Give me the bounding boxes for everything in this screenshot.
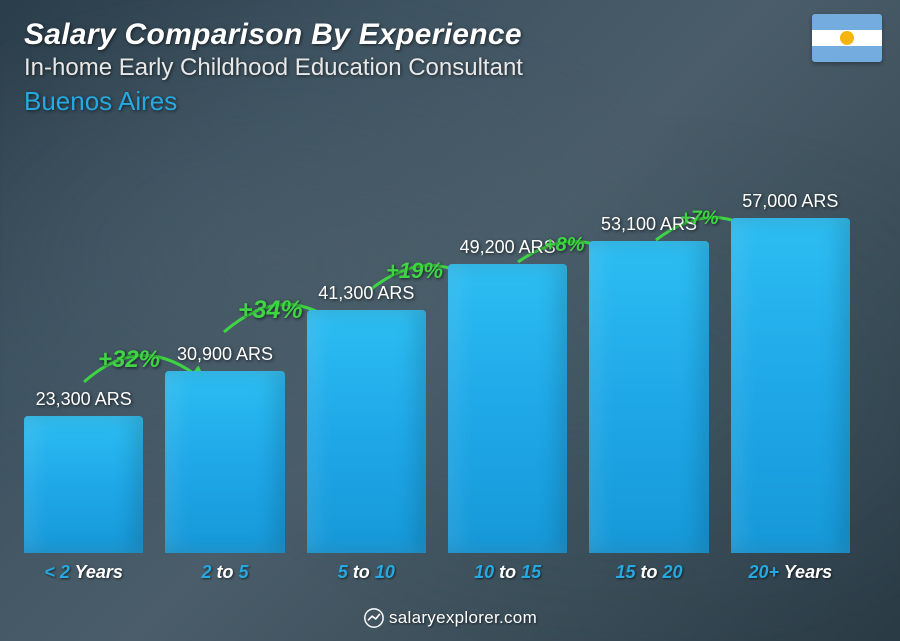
- bar-value-label: 30,900 ARS: [177, 344, 273, 365]
- bar-value-label: 57,000 ARS: [742, 191, 838, 212]
- bar-value-label: 49,200 ARS: [460, 237, 556, 258]
- flag-stripe-top: [812, 14, 882, 30]
- pct-change-label: +32%: [98, 346, 160, 374]
- bar: [731, 218, 850, 553]
- bar-value-label: 41,300 ARS: [318, 283, 414, 304]
- footer-logo-text: salaryexplorer.com: [389, 608, 537, 628]
- pct-change-label: +7%: [680, 208, 719, 230]
- chart-subtitle: In-home Early Childhood Education Consul…: [24, 54, 876, 82]
- footer-logo: salaryexplorer.com: [363, 607, 537, 629]
- bar: [307, 310, 426, 553]
- bar: [448, 264, 567, 553]
- bar: [165, 371, 284, 553]
- bar-column: 41,300 ARS: [307, 283, 426, 553]
- chart-title: Salary Comparison By Experience: [24, 18, 876, 52]
- bar-column: 23,300 ARS: [24, 389, 143, 553]
- bar-value-label: 23,300 ARS: [36, 389, 132, 410]
- chart-location: Buenos Aires: [24, 86, 876, 117]
- flag-stripe-bot: [812, 46, 882, 62]
- chart-area: 23,300 ARS 30,900 ARS 41,300 ARS 49,200 ARS…: [24, 130, 850, 583]
- salaryexplorer-logo-icon: [363, 607, 385, 629]
- bar-column: 30,900 ARS: [165, 344, 284, 553]
- bar-column: 57,000 ARS: [731, 191, 850, 553]
- x-axis-label: < 2 Years: [24, 562, 143, 583]
- pct-change-label: +19%: [386, 258, 443, 284]
- x-axis-label: 5 to 10: [307, 562, 426, 583]
- bar-column: 53,100 ARS: [589, 214, 708, 553]
- chart-container: Salary Comparison By Experience In-home …: [0, 0, 900, 641]
- bar: [589, 241, 708, 553]
- argentina-flag-icon: [812, 14, 882, 62]
- bar: [24, 416, 143, 553]
- flag-sun-icon: [840, 31, 854, 45]
- x-axis-label: 2 to 5: [165, 562, 284, 583]
- x-axis-label: 20+ Years: [731, 562, 850, 583]
- pct-change-label: +34%: [238, 296, 303, 325]
- x-axis-labels: < 2 Years 2 to 5 5 to 10 10 to 15 15 to 20 20…: [24, 562, 850, 583]
- x-axis-label: 10 to 15: [448, 562, 567, 583]
- x-axis-label: 15 to 20: [589, 562, 708, 583]
- bar-column: 49,200 ARS: [448, 237, 567, 553]
- pct-change-label: +8%: [544, 234, 585, 257]
